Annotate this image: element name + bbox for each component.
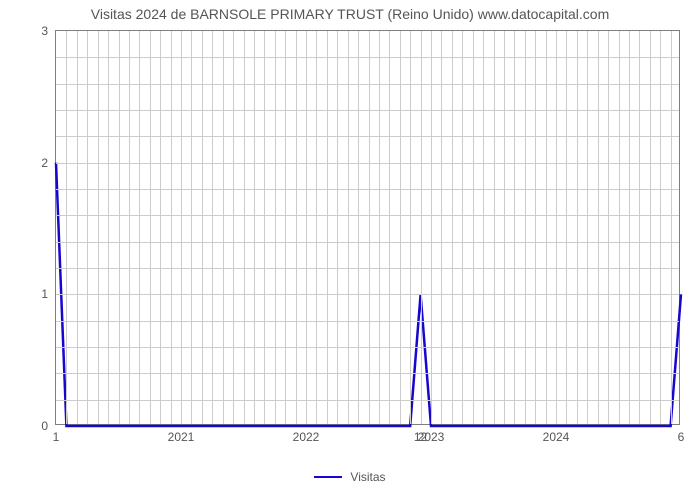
gridline-v xyxy=(566,31,567,424)
gridline-v xyxy=(296,31,297,424)
gridline-v xyxy=(316,31,317,424)
x-extra-label: 6 xyxy=(678,430,685,444)
gridline-v xyxy=(233,31,234,424)
gridline-v xyxy=(358,31,359,424)
gridline-v xyxy=(150,31,151,424)
gridline-v xyxy=(410,31,411,424)
gridline-v xyxy=(462,31,463,424)
gridline-v xyxy=(171,31,172,424)
gridline-v xyxy=(431,31,432,424)
xtick-label: 2024 xyxy=(543,430,570,444)
legend-label: Visitas xyxy=(350,470,385,484)
gridline-v xyxy=(660,31,661,424)
gridline-v xyxy=(108,31,109,424)
gridline-v xyxy=(191,31,192,424)
gridline-v xyxy=(139,31,140,424)
legend-swatch xyxy=(314,476,342,478)
gridline-v xyxy=(337,31,338,424)
gridline-v xyxy=(212,31,213,424)
gridline-v xyxy=(587,31,588,424)
plot-area: 012320212022202320241126 xyxy=(55,30,680,425)
xtick-label: 2022 xyxy=(293,430,320,444)
x-extra-label: 12 xyxy=(414,430,427,444)
gridline-v xyxy=(650,31,651,424)
gridline-v xyxy=(494,31,495,424)
chart-title: Visitas 2024 de BARNSOLE PRIMARY TRUST (… xyxy=(0,6,700,22)
gridline-v xyxy=(598,31,599,424)
gridline-v xyxy=(473,31,474,424)
gridline-v xyxy=(441,31,442,424)
gridline-v xyxy=(202,31,203,424)
gridline-v xyxy=(275,31,276,424)
gridline-v xyxy=(535,31,536,424)
gridline-v xyxy=(504,31,505,424)
gridline-v xyxy=(514,31,515,424)
gridline-v xyxy=(223,31,224,424)
xtick-label: 2021 xyxy=(168,430,195,444)
gridline-v xyxy=(285,31,286,424)
ytick-label: 0 xyxy=(41,419,48,433)
gridline-v xyxy=(379,31,380,424)
gridline-v xyxy=(119,31,120,424)
x-extra-label: 1 xyxy=(53,430,60,444)
gridline-v xyxy=(254,31,255,424)
gridline-v xyxy=(452,31,453,424)
ytick-label: 2 xyxy=(41,156,48,170)
gridline-v xyxy=(546,31,547,424)
gridline-v xyxy=(483,31,484,424)
gridline-v xyxy=(327,31,328,424)
gridline-v xyxy=(244,31,245,424)
gridline-v xyxy=(129,31,130,424)
gridline-v xyxy=(306,31,307,424)
ytick-label: 3 xyxy=(41,24,48,38)
gridline-v xyxy=(525,31,526,424)
gridline-v xyxy=(619,31,620,424)
gridline-v xyxy=(608,31,609,424)
gridline-v xyxy=(369,31,370,424)
legend: Visitas xyxy=(0,470,700,484)
gridline-v xyxy=(348,31,349,424)
gridline-v xyxy=(421,31,422,424)
gridline-v xyxy=(400,31,401,424)
gridline-v xyxy=(629,31,630,424)
gridline-v xyxy=(389,31,390,424)
gridline-v xyxy=(98,31,99,424)
ytick-label: 1 xyxy=(41,287,48,301)
gridline-v xyxy=(160,31,161,424)
gridline-v xyxy=(556,31,557,424)
gridline-v xyxy=(77,31,78,424)
gridline-v xyxy=(87,31,88,424)
gridline-v xyxy=(671,31,672,424)
gridline-v xyxy=(577,31,578,424)
gridline-v xyxy=(264,31,265,424)
gridline-v xyxy=(66,31,67,424)
visits-chart: Visitas 2024 de BARNSOLE PRIMARY TRUST (… xyxy=(0,0,700,500)
gridline-v xyxy=(181,31,182,424)
gridline-v xyxy=(639,31,640,424)
